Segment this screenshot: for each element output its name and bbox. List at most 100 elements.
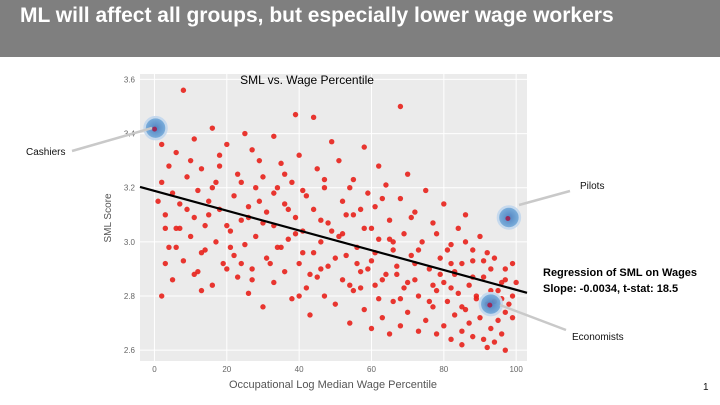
data-point [455, 225, 461, 232]
data-point [383, 182, 389, 188]
data-point [260, 174, 266, 180]
data-point [213, 239, 219, 245]
data-point [220, 260, 226, 267]
data-point [209, 185, 216, 191]
data-point [224, 141, 230, 148]
data-point [285, 206, 291, 213]
data-point [191, 214, 197, 221]
data-point [361, 225, 367, 232]
data-point [502, 309, 508, 315]
data-point [318, 217, 324, 223]
data-point [343, 212, 349, 218]
data-point [509, 293, 516, 299]
data-point [401, 231, 407, 237]
data-point [213, 179, 219, 186]
data-point [423, 317, 429, 324]
data-point [484, 344, 490, 351]
pilots-point [505, 216, 511, 221]
data-point [426, 298, 433, 305]
data-point [177, 225, 183, 232]
y-axis-label: SML Score [103, 193, 114, 243]
data-point [495, 287, 501, 294]
data-point [502, 277, 508, 283]
data-point [477, 233, 483, 240]
data-point [491, 255, 498, 261]
data-point [162, 225, 169, 232]
data-point [390, 247, 396, 253]
x-tick-label: 60 [367, 365, 376, 374]
data-point [361, 144, 367, 150]
data-point [281, 201, 288, 207]
data-point [397, 323, 404, 329]
data-point [350, 212, 357, 218]
data-point [462, 239, 469, 245]
data-point [390, 298, 396, 305]
data-point [173, 149, 179, 156]
data-point [455, 290, 461, 297]
regression-heading: Regression of SML on Wages [543, 267, 698, 279]
data-point [430, 220, 436, 226]
data-point [397, 195, 404, 202]
data-point [412, 209, 418, 215]
data-point [253, 185, 259, 191]
data-point [281, 171, 288, 177]
data-point [495, 317, 501, 324]
data-point [325, 263, 331, 269]
data-point [339, 198, 346, 204]
data-point [216, 163, 223, 169]
data-point [289, 296, 295, 302]
data-point [441, 201, 447, 207]
data-point [509, 314, 516, 321]
data-point [423, 187, 429, 194]
data-point [231, 193, 237, 199]
data-point [448, 260, 454, 267]
data-point [506, 301, 512, 307]
data-point [314, 274, 320, 280]
data-point [448, 241, 454, 248]
cashiers-point [152, 126, 158, 132]
data-point [271, 133, 277, 139]
data-point [365, 266, 371, 272]
data-point [209, 125, 216, 131]
data-point [397, 296, 404, 302]
data-point [321, 176, 328, 183]
data-point [470, 333, 476, 340]
data-point [397, 103, 404, 110]
data-point [303, 193, 310, 199]
data-point [184, 174, 190, 180]
data-point [195, 187, 201, 194]
data-point [488, 287, 494, 294]
data-point [328, 228, 335, 234]
data-point [162, 260, 169, 267]
data-point [484, 249, 490, 256]
data-point [166, 163, 172, 169]
slide-title: ML will affect all groups, but especiall… [20, 4, 614, 27]
data-point [162, 212, 169, 218]
data-point [321, 293, 328, 299]
data-point [245, 203, 252, 210]
data-point [437, 255, 443, 261]
data-point [285, 236, 291, 242]
data-point [386, 331, 393, 337]
data-point [448, 336, 454, 343]
x-tick-label: 100 [509, 365, 523, 374]
data-point [177, 201, 183, 207]
data-point [202, 222, 208, 229]
data-point [206, 212, 212, 218]
data-point [245, 290, 252, 297]
data-point [300, 249, 306, 256]
data-point [354, 260, 360, 267]
data-point [372, 282, 378, 288]
data-point [332, 301, 339, 307]
data-point [292, 231, 299, 237]
data-point [289, 179, 295, 186]
pilots-callout-line [518, 189, 571, 207]
data-point [336, 157, 342, 164]
data-point [155, 198, 161, 204]
data-point [379, 277, 386, 283]
x-tick-label: 40 [295, 365, 304, 374]
data-point [357, 206, 364, 213]
data-point [300, 187, 306, 194]
x-tick-label: 20 [222, 365, 231, 374]
data-point [292, 214, 299, 221]
